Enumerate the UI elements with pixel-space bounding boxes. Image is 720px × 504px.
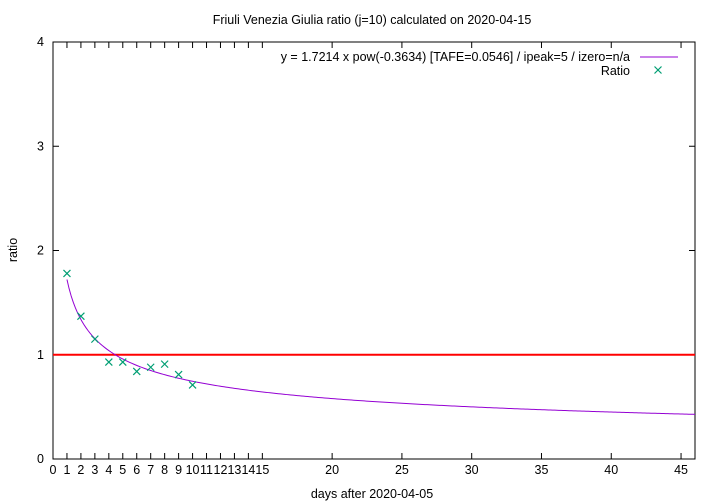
x-tick-label: 11 [200, 463, 213, 477]
marker-stroke [63, 269, 71, 278]
x-axis-label: days after 2020-04-05 [311, 487, 433, 501]
marker-stroke [160, 360, 169, 369]
legend-marker-cross [654, 66, 662, 74]
x-tick-label: 1 [63, 463, 70, 477]
y-tick-label: 3 [37, 139, 44, 153]
x-tick-label: 5 [119, 463, 126, 477]
legend-ratio-marker [654, 66, 662, 74]
x-tick-label: 8 [161, 463, 168, 477]
x-tick-label: 40 [604, 463, 618, 477]
x-tick-label: 12 [214, 463, 228, 477]
x-tick-label: 13 [227, 463, 241, 477]
ratio-point [132, 367, 141, 376]
marker-stroke [174, 370, 183, 379]
y-tick-label: 1 [37, 348, 44, 362]
marker-stroke [654, 66, 662, 74]
ratio-point [188, 381, 197, 389]
y-tick-label: 0 [37, 452, 44, 466]
x-tick-label: 14 [241, 463, 255, 477]
x-tick-label: 25 [395, 463, 409, 477]
x-tick-label: 6 [133, 463, 140, 477]
x-tick-label: 0 [50, 463, 57, 477]
x-tick-label: 20 [325, 463, 339, 477]
x-tick-label: 2 [77, 463, 84, 477]
x-tick-label: 35 [535, 463, 549, 477]
ratio-point [160, 360, 169, 369]
x-tick-label: 30 [465, 463, 479, 477]
marker-stroke [132, 367, 141, 376]
ratio-point [63, 269, 71, 278]
marker-stroke [146, 363, 155, 372]
x-tick-label: 10 [186, 463, 200, 477]
fit-curve [66, 279, 696, 415]
y-axis-label: ratio [6, 238, 20, 262]
legend-ratio-label: Ratio [601, 64, 630, 78]
marker-stroke [118, 358, 127, 366]
y-tick-label: 4 [37, 35, 44, 49]
y-tick-label: 2 [37, 244, 44, 258]
ratio-point [174, 370, 183, 379]
x-tick-label: 3 [91, 463, 98, 477]
marker-stroke [104, 358, 113, 366]
ratio-point [90, 335, 99, 344]
x-tick-label: 7 [147, 463, 154, 477]
x-tick-label: 45 [674, 463, 688, 477]
ratio-point [76, 312, 85, 321]
marker-stroke [90, 335, 99, 344]
legend: y = 1.7214 x pow(-0.3634) [TAFE=0.0546] … [281, 50, 678, 78]
x-tick-label: 4 [105, 463, 112, 477]
legend-fit-label: y = 1.7214 x pow(-0.3634) [TAFE=0.0546] … [281, 50, 630, 64]
marker-stroke [76, 312, 85, 321]
x-tick-label: 9 [175, 463, 182, 477]
chart-title: Friuli Venezia Giulia ratio (j=10) calcu… [213, 13, 532, 27]
ratio-point [104, 358, 113, 366]
x-tick-label: 15 [255, 463, 269, 477]
marker-stroke [188, 381, 197, 389]
ratio-point [146, 363, 155, 372]
ratio-point [118, 358, 127, 366]
